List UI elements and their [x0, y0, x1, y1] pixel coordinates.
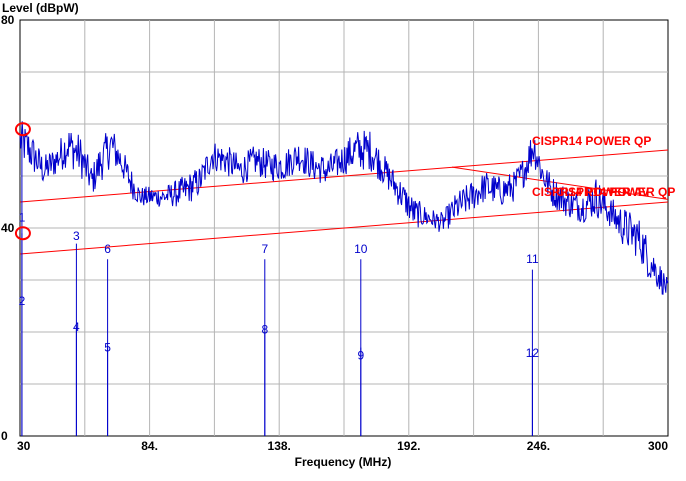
limit-leader-line	[451, 166, 669, 200]
marker-label: 10	[354, 242, 368, 256]
y-axis-label: Level (dBpW)	[2, 1, 79, 15]
x-tick-label: 84.	[141, 439, 158, 453]
x-tick-label: 246.	[527, 439, 550, 453]
marker-label: 6	[104, 242, 111, 256]
x-tick-label: 192.	[397, 439, 420, 453]
y-tick-label: 40	[1, 221, 15, 235]
marker-circle	[14, 122, 31, 137]
limit-label-av: CISPR14 POWER AV	[532, 185, 649, 199]
x-tick-label: 138.	[268, 439, 291, 453]
axis-ticks: 30 84. 138. 192. 246. 300 0 40 80	[1, 13, 668, 453]
limit-line	[19, 149, 669, 203]
marker-label: 4	[73, 320, 80, 334]
x-tick-label: 300	[648, 439, 668, 453]
emission-trace	[19, 121, 669, 295]
marker-label: 5	[104, 341, 111, 355]
limit-lines	[19, 149, 669, 255]
marker-label: 1	[19, 211, 26, 225]
marker-label: 11	[526, 252, 539, 266]
grid	[20, 20, 668, 436]
x-axis-label: Frequency (MHz)	[295, 455, 392, 469]
x-tick-label: 30	[17, 439, 31, 453]
limit-line	[19, 201, 669, 255]
marker-label: 3	[73, 229, 80, 243]
marker-label: 9	[357, 348, 364, 362]
marker-circle	[14, 226, 31, 241]
limit-label-qp: CISPR14 POWER QP	[532, 134, 651, 148]
marker-label: 8	[261, 322, 268, 336]
marker-label: 7	[261, 242, 268, 256]
trace-line	[19, 121, 669, 295]
y-tick-label: 0	[1, 429, 8, 443]
limit-label-qp-overlap: CISPR14 POWER QP	[556, 185, 675, 199]
y-tick-label: 80	[1, 13, 15, 27]
marker-label: 12	[526, 346, 540, 360]
marker-label: 2	[19, 294, 26, 308]
